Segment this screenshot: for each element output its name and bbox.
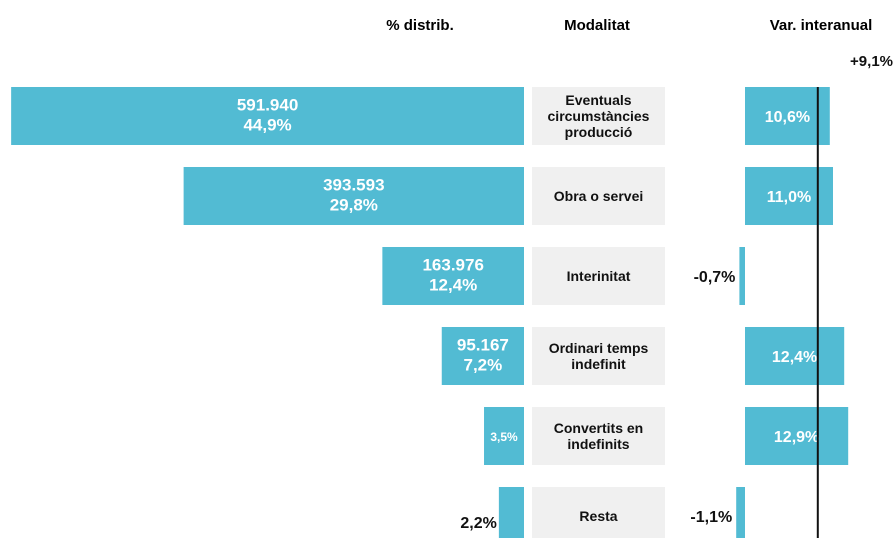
share-label: 3,5%: [490, 430, 518, 444]
share-label: 29,8%: [330, 195, 378, 214]
variation-label: -1,1%: [690, 509, 732, 526]
category-label: Obra o servei: [532, 167, 665, 225]
variation-label: 10,6%: [765, 109, 810, 126]
count-label: 393.593: [323, 175, 384, 194]
category-label: Eventuals circumstàncies producció: [532, 87, 665, 145]
variation-label: 12,9%: [774, 429, 819, 446]
reference-label: +9,1%: [850, 53, 893, 70]
variation-bar: [745, 327, 845, 385]
category-label: Convertits en indefinits: [532, 407, 665, 465]
category-title: Modalitat: [564, 17, 630, 34]
variation-label: -0,7%: [694, 269, 736, 286]
variation-bar: [736, 487, 745, 538]
share-bar: [484, 407, 524, 465]
variation-label: 11,0%: [767, 189, 811, 206]
count-label: 163.976: [422, 255, 483, 274]
variation-bar: [745, 87, 830, 145]
variation-label: 12,4%: [772, 349, 817, 366]
share-label: 2,2%: [460, 515, 496, 532]
share-bar: [11, 87, 525, 145]
category-label: Ordinari temps indefinit: [532, 327, 665, 385]
category-label: Resta: [532, 487, 665, 538]
share-label: 7,2%: [464, 355, 503, 374]
share-bar: [441, 327, 524, 385]
share-bar: [382, 247, 524, 305]
share-label: 12,4%: [429, 275, 477, 294]
share-bar: [183, 167, 524, 225]
count-label: 95.167: [457, 335, 509, 354]
left-title: % distrib.: [386, 17, 454, 34]
right-title: Var. interanual: [770, 17, 873, 34]
variation-bar: [745, 407, 849, 465]
share-label: 44,9%: [243, 115, 291, 134]
count-label: 591.940: [237, 95, 298, 114]
variation-bar: [739, 247, 745, 305]
category-label: Interinitat: [532, 247, 665, 305]
share-bar: [498, 487, 524, 538]
